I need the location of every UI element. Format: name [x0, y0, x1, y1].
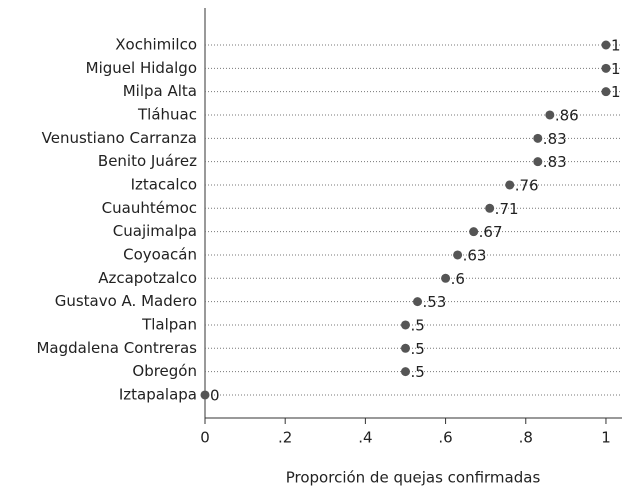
category-label: Tláhuac	[137, 105, 197, 123]
dot	[200, 390, 210, 400]
category-label: Venustiano Carranza	[42, 129, 197, 147]
dot	[601, 63, 611, 73]
value-label: .53	[423, 293, 447, 311]
value-label: .76	[515, 176, 539, 194]
value-label: .83	[543, 153, 567, 171]
category-label: Iztapalapa	[119, 385, 197, 403]
category-label: Milpa Alta	[123, 82, 197, 100]
value-label: 1	[611, 60, 621, 78]
x-tick-label: .6	[438, 429, 452, 447]
x-tick-label: 0	[200, 429, 210, 447]
value-label: .83	[543, 130, 567, 148]
dot	[601, 87, 611, 97]
value-label: .6	[451, 270, 465, 288]
category-label: Cuajimalpa	[113, 222, 197, 240]
value-label: 0	[210, 386, 220, 404]
value-label: .5	[410, 363, 424, 381]
value-label: .86	[555, 106, 579, 124]
value-label: .5	[410, 340, 424, 358]
value-label: 1	[611, 37, 621, 55]
category-label: Xochimilco	[115, 36, 197, 54]
dot	[441, 273, 451, 283]
x-tick-label: 1	[601, 429, 611, 447]
dot	[545, 110, 555, 120]
x-tick-label: .4	[358, 429, 372, 447]
dot	[400, 367, 410, 377]
value-label: .71	[495, 200, 519, 218]
dot	[469, 227, 479, 237]
value-label: .63	[463, 246, 487, 264]
category-label: Cuauhtémoc	[102, 199, 197, 217]
category-label: Iztacalco	[131, 175, 197, 193]
x-tick-label: .2	[278, 429, 292, 447]
x-tick-label: .8	[519, 429, 533, 447]
dot	[485, 203, 495, 213]
category-label: Miguel Hidalgo	[86, 59, 197, 77]
dot	[533, 157, 543, 167]
category-label: Azcapotzalco	[98, 269, 197, 287]
dot	[601, 40, 611, 50]
dot	[400, 343, 410, 353]
dot	[533, 133, 543, 143]
value-label: .67	[479, 223, 503, 241]
category-label: Tlalpan	[141, 315, 197, 333]
x-axis-label: Proporción de quejas confirmadas	[286, 469, 541, 487]
value-label: .5	[410, 316, 424, 334]
dot	[400, 320, 410, 330]
dot	[505, 180, 515, 190]
dot	[453, 250, 463, 260]
category-label: Obregón	[132, 362, 197, 380]
category-label: Magdalena Contreras	[36, 339, 197, 357]
category-label: Gustavo A. Madero	[55, 292, 197, 310]
dot	[413, 297, 423, 307]
category-label: Benito Juárez	[98, 152, 197, 170]
category-label: Coyoacán	[123, 245, 197, 263]
value-label: 1	[611, 83, 621, 101]
